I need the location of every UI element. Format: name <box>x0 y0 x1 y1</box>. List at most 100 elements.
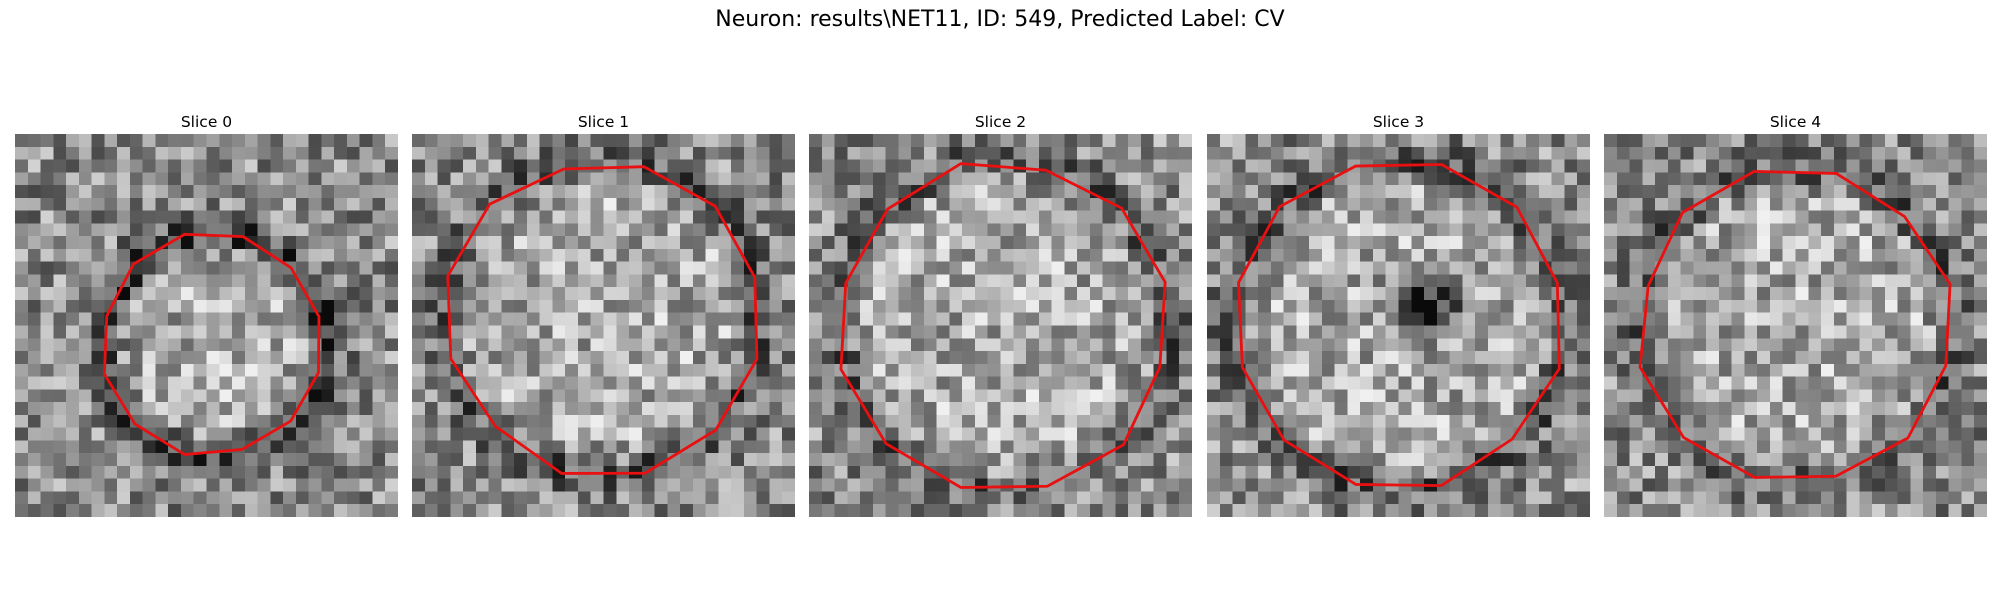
pixel <box>1846 146 1860 160</box>
pixel <box>1948 274 1962 288</box>
pixel <box>1551 465 1565 479</box>
pixel <box>424 363 438 377</box>
pixel <box>385 338 398 352</box>
pixel <box>372 146 386 160</box>
pixel <box>1026 427 1040 441</box>
pixel <box>232 134 246 148</box>
pixel <box>142 363 156 377</box>
pixel <box>475 236 489 250</box>
pixel <box>680 287 694 301</box>
pixel <box>1821 197 1835 211</box>
pixel <box>283 453 297 467</box>
pixel <box>257 440 271 454</box>
pixel <box>834 159 848 173</box>
pixel <box>782 248 795 262</box>
pixel <box>1935 185 1949 199</box>
pixel <box>450 197 464 211</box>
pixel <box>1245 427 1259 441</box>
pixel <box>616 453 630 467</box>
pixel <box>629 351 643 365</box>
pixel <box>1604 491 1618 505</box>
pixel <box>1283 159 1297 173</box>
pixel <box>1629 312 1643 326</box>
pixel <box>539 210 553 224</box>
pixel <box>1232 427 1246 441</box>
pixel <box>180 312 194 326</box>
pixel <box>1038 440 1052 454</box>
pixel <box>1258 134 1272 148</box>
pixel <box>821 414 835 428</box>
pixel <box>834 465 848 479</box>
pixel <box>641 210 655 224</box>
pixel <box>949 376 963 390</box>
pixel <box>1769 478 1783 492</box>
pixel <box>974 274 988 288</box>
pixel <box>1051 351 1065 365</box>
pixel <box>949 504 963 517</box>
pixel <box>1577 338 1590 352</box>
pixel <box>244 491 258 505</box>
pixel <box>577 236 591 250</box>
pixel <box>552 287 566 301</box>
pixel <box>718 312 732 326</box>
pixel <box>155 248 169 262</box>
pixel <box>1769 210 1783 224</box>
pixel <box>1077 159 1091 173</box>
pixel <box>1077 414 1091 428</box>
pixel <box>1731 338 1745 352</box>
pixel <box>1385 274 1399 288</box>
pixel <box>1910 389 1924 403</box>
pixel <box>1013 287 1027 301</box>
pixel <box>1232 504 1246 517</box>
pixel <box>1935 504 1949 517</box>
pixel <box>1207 453 1221 467</box>
pixel <box>450 312 464 326</box>
pixel <box>1309 325 1323 339</box>
pixel <box>743 197 757 211</box>
pixel <box>1833 453 1847 467</box>
pixel <box>1385 223 1399 237</box>
pixel <box>1744 210 1758 224</box>
pixel <box>769 363 783 377</box>
pixel <box>450 159 464 173</box>
pixel <box>437 491 451 505</box>
pixel <box>1347 261 1361 275</box>
pixel <box>1385 236 1399 250</box>
pixel <box>692 338 706 352</box>
pixel <box>1884 261 1898 275</box>
pixel <box>1398 504 1412 517</box>
pixel <box>1974 197 1987 211</box>
pixel <box>1487 197 1501 211</box>
pixel <box>1398 465 1412 479</box>
pixel <box>155 172 169 186</box>
pixel <box>1283 197 1297 211</box>
pixel <box>1296 287 1310 301</box>
pixel <box>463 504 477 517</box>
pixel <box>66 376 80 390</box>
pixel <box>641 185 655 199</box>
pixel <box>1884 478 1898 492</box>
pixel <box>206 440 220 454</box>
pixel <box>898 389 912 403</box>
pixel <box>1128 363 1142 377</box>
pixel <box>295 159 309 173</box>
pixel <box>1718 134 1732 148</box>
pixel <box>1564 185 1578 199</box>
pixel <box>1449 146 1463 160</box>
pixel <box>359 414 373 428</box>
pixel <box>565 287 579 301</box>
pixel <box>1974 185 1987 199</box>
pixel <box>1910 197 1924 211</box>
pixel <box>1935 159 1949 173</box>
pixel <box>872 185 886 199</box>
pixel <box>1974 210 1987 224</box>
pixel <box>1923 172 1937 186</box>
pixel <box>731 465 745 479</box>
pixel <box>1449 427 1463 441</box>
pixel <box>1744 287 1758 301</box>
pixel <box>359 504 373 517</box>
pixel <box>244 172 258 186</box>
pixel <box>1833 146 1847 160</box>
pixel <box>488 465 502 479</box>
pixel <box>1974 338 1987 352</box>
